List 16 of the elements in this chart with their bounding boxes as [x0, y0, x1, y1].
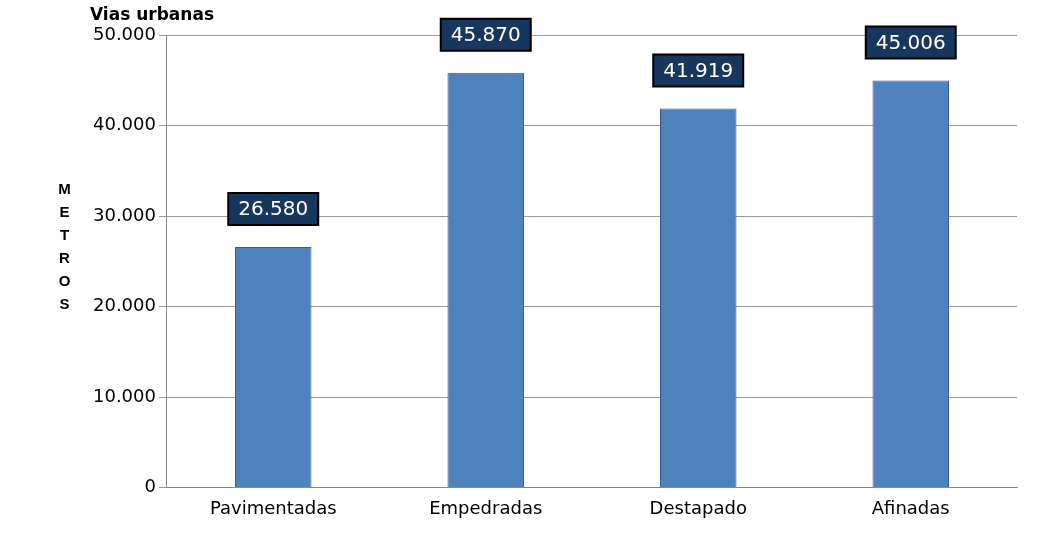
y-tick-label: 20.000 — [93, 294, 156, 316]
data-label: 41.919 — [663, 57, 734, 82]
y-tick-label: 10.000 — [93, 384, 156, 406]
data-label: 45.870 — [450, 21, 521, 46]
data-label: 26.580 — [238, 196, 309, 221]
y-tick-label: 0 — [144, 475, 156, 497]
x-tick-label: Afinadas — [871, 496, 950, 518]
y-tick-label: 50.000 — [93, 23, 156, 45]
x-tick-label: Destapado — [649, 496, 747, 518]
data-label: 45.006 — [875, 29, 946, 54]
y-tick-label: 40.000 — [93, 113, 156, 135]
chart-title: Vias urbanas — [90, 3, 215, 24]
y-tick-label: 30.000 — [93, 203, 156, 225]
x-tick-label: Empedradas — [429, 496, 543, 518]
x-tick-label: Pavimentadas — [209, 496, 337, 518]
y-axis-title: METROS — [56, 180, 73, 318]
